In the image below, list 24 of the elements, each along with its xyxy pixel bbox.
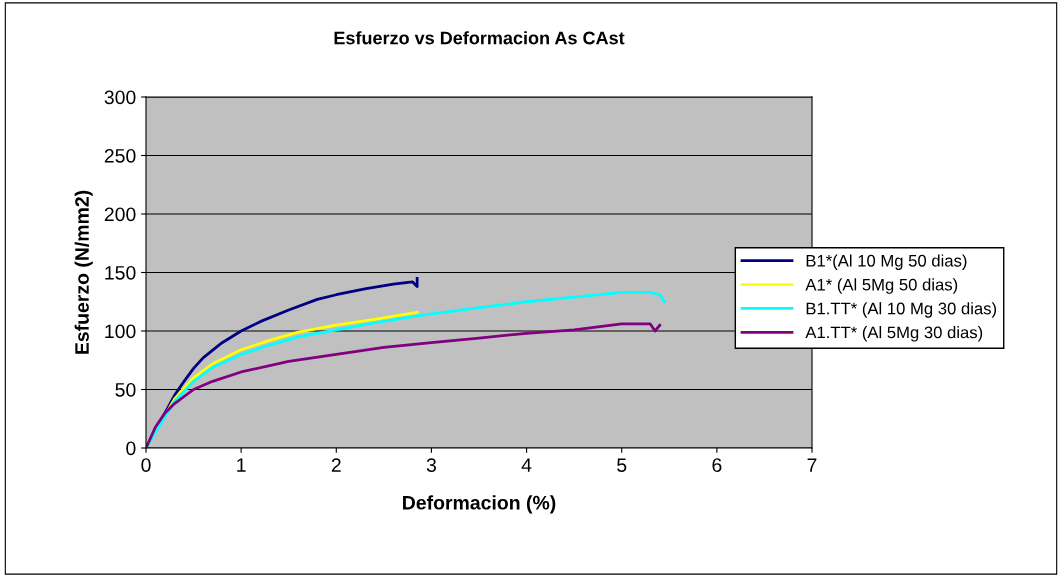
y-axis-title: Esfuerzo (N/mm2)	[74, 190, 93, 354]
y-tick-label: 250	[104, 148, 136, 163]
line-series	[146, 322, 662, 448]
x-axis-title: Deformacion (%)	[403, 495, 556, 514]
x-tick-label: 2	[331, 458, 341, 472]
x-tick-label: 5	[617, 458, 627, 472]
x-tick-label: 1	[237, 458, 246, 472]
legend-label: B1.TT* (Al 10 Mg 30 dias)	[806, 302, 997, 318]
y-tick-label: 100	[105, 324, 136, 339]
legend-label: A1* (Al 5Mg 50 dias)	[805, 278, 958, 294]
x-tick-label: 3	[426, 458, 436, 472]
x-tick-label: 0	[141, 458, 151, 472]
y-tick-label: 150	[105, 265, 136, 280]
x-tick-label: 4	[521, 458, 532, 472]
y-tick-label: 0	[126, 441, 136, 456]
line-series	[146, 291, 666, 448]
legend-label: A1.TT* (Al 5Mg 30 dias)	[805, 326, 983, 342]
y-tick-label: 300	[104, 90, 136, 105]
legend-label: B1*(Al 10 Mg 50 dias)	[806, 254, 967, 270]
chart-title: Esfuerzo vs Deformacion As CAst	[334, 31, 625, 45]
y-tick-label: 200	[104, 207, 136, 222]
x-tick-label: 6	[712, 458, 722, 472]
x-tick-label: 7	[807, 458, 817, 472]
y-tick-label: 50	[115, 382, 136, 397]
